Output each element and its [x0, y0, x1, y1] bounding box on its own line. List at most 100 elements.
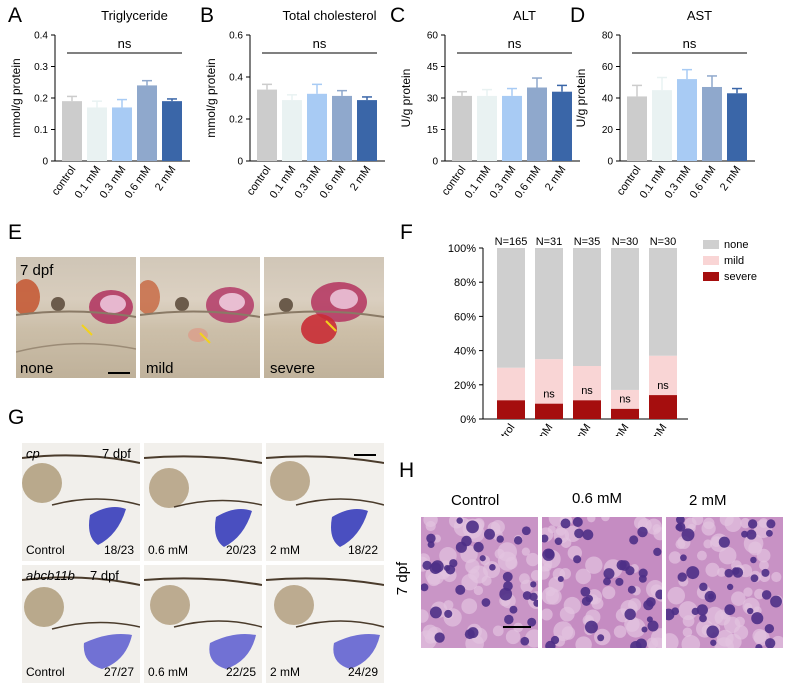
cytoplasm-blob [602, 585, 616, 600]
ish-photo-cp-06 [144, 443, 262, 561]
nucleus [444, 564, 451, 572]
cytoplasm-blob [648, 637, 662, 648]
cytoplasm-blob [724, 517, 742, 533]
ish-drawing [144, 577, 262, 669]
cytoplasm-blob [743, 587, 753, 597]
y-tick-label: 0.6 [229, 31, 243, 42]
nucleus [643, 599, 654, 611]
bar-charts-abcd: A Triglyceride 0 0.1 0.2 0.3 0.4 mmol/g protein… [8, 4, 755, 201]
nucleus [629, 535, 639, 545]
nucleus [522, 591, 532, 600]
nucleus [699, 582, 708, 592]
ratio-label: 27/27 [104, 665, 135, 679]
chart-title: ALT [513, 8, 536, 23]
y-tick-label: 40% [454, 346, 476, 358]
stage-label-g2: 7 dpf [90, 568, 119, 583]
larva-photo-none [16, 257, 136, 378]
nucleus [625, 565, 635, 576]
nucleus [686, 566, 700, 580]
y-tick-label: 45 [427, 62, 439, 73]
cytoplasm-blob [771, 571, 782, 583]
bar [62, 101, 82, 161]
y-axis-label: mmol/g protein [9, 58, 23, 137]
scale-bar-h [503, 626, 531, 628]
bar [282, 100, 302, 161]
bar [452, 95, 472, 161]
y-tick-label: 100% [448, 243, 476, 255]
nucleus [704, 590, 717, 603]
y-tick-label: 0 [432, 157, 438, 168]
cytoplasm-blob [505, 629, 521, 645]
y-tick-label: 0 [237, 157, 243, 168]
nucleus [766, 519, 776, 529]
label-mild: mild [146, 360, 174, 377]
cond-label: 2 mM [270, 543, 300, 557]
legend-swatch-none [703, 240, 719, 249]
y-tick-label: 0.3 [34, 62, 48, 73]
cytoplasm-blob [575, 568, 592, 585]
stack-segment-none [611, 248, 639, 390]
nucleus [560, 518, 571, 529]
cytoplasm-blob [740, 517, 751, 529]
cytoplasm-blob [492, 625, 504, 637]
nucleus [542, 548, 555, 561]
nucleus [479, 555, 486, 562]
nucleus [761, 590, 772, 600]
cytoplasm-blob [696, 550, 707, 561]
cytoplasm-blob [667, 586, 686, 605]
nucleus [496, 535, 504, 543]
larva-drawing-mild [140, 280, 260, 344]
stage-label-e: 7 dpf [20, 262, 54, 279]
cytoplasm-blob [748, 541, 763, 556]
cytoplasm-blob [733, 625, 749, 640]
nucleus [627, 585, 636, 594]
nucleus [750, 556, 757, 564]
larva-photo-mild [140, 257, 260, 378]
cytoplasm-blob [717, 567, 727, 577]
nucleus [630, 641, 642, 648]
nucleus [741, 530, 749, 538]
significance-label: ns [118, 36, 132, 51]
x-tick-label: 2 mM [644, 422, 670, 436]
bar [477, 95, 497, 161]
ish-drawing [144, 455, 262, 547]
nucleus [706, 625, 720, 639]
bar [307, 93, 327, 161]
stack-segment-mild [535, 359, 563, 404]
he-drawing [666, 517, 783, 648]
cytoplasm-blob [711, 536, 722, 547]
nucleus [554, 537, 563, 546]
panel-letter: C [390, 4, 405, 27]
nucleus [765, 529, 773, 537]
ish-drawing [22, 454, 140, 545]
stack-segment-mild [611, 389, 639, 409]
he-drawing [542, 517, 662, 648]
bar-chart-a: A Triglyceride 0 0.1 0.2 0.3 0.4 mmol/g protein… [8, 4, 190, 201]
nucleus [557, 575, 564, 582]
nucleus [466, 520, 479, 534]
nucleus [429, 606, 442, 619]
larva-drawing-severe [264, 282, 384, 344]
cytoplasm-blob [421, 609, 429, 623]
nucleus [732, 567, 744, 578]
nucleus [503, 581, 513, 591]
stack-segment-mild [573, 365, 601, 401]
x-tick-label: 2 mM [348, 164, 374, 193]
cytoplasm-blob [465, 559, 480, 574]
nucleus [456, 517, 463, 524]
y-tick-label: 15 [427, 125, 439, 136]
cytoplasm-blob [520, 579, 534, 593]
scale-bar-g [354, 454, 376, 456]
ish-drawing [266, 455, 384, 547]
nucleus [509, 605, 518, 614]
nucleus [676, 522, 686, 532]
ns-annotation: ns [543, 389, 555, 401]
bar [502, 95, 522, 161]
stack-segment-mild [497, 367, 525, 401]
scale-bar-e [108, 372, 130, 374]
nucleus [751, 612, 764, 625]
nucleus [761, 568, 770, 577]
cytoplasm-blob [682, 627, 693, 637]
he-histology-control [421, 517, 538, 648]
